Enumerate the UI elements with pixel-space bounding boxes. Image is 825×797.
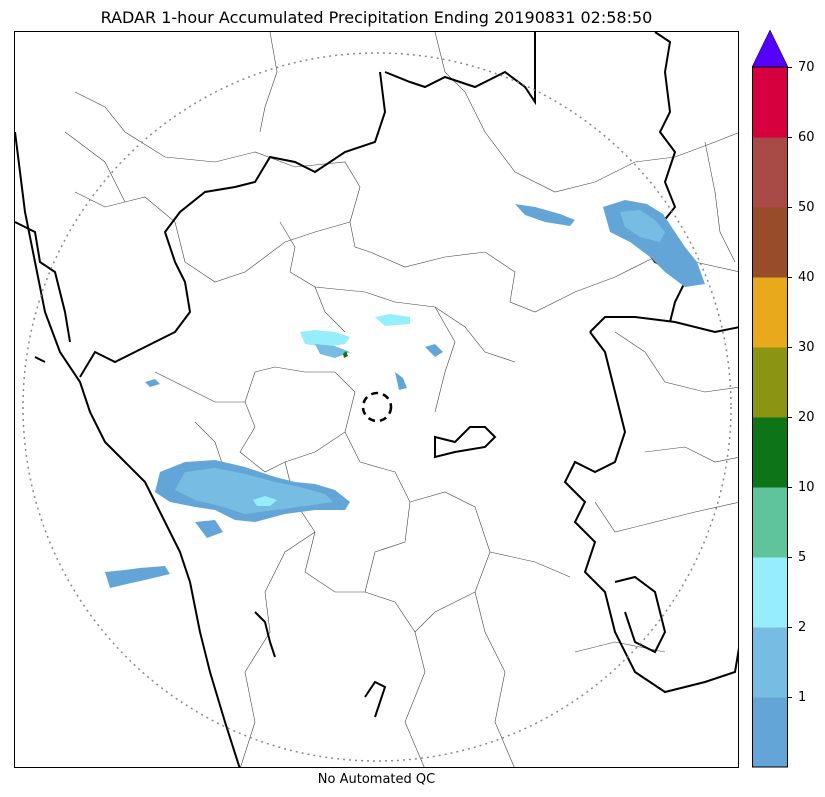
colorbar-segment bbox=[752, 67, 788, 138]
radar-map[interactable] bbox=[14, 31, 739, 768]
colorbar-tick bbox=[788, 697, 792, 698]
colorbar-tick bbox=[788, 557, 792, 558]
colorbar-label: 60 bbox=[798, 130, 815, 145]
colorbar-segment bbox=[752, 347, 788, 418]
precipitation-echoes bbox=[105, 200, 705, 588]
colorbar-segment bbox=[752, 137, 788, 208]
colorbar-segment bbox=[752, 417, 788, 488]
colorbar-segment bbox=[752, 277, 788, 348]
colorbar-label: 50 bbox=[798, 200, 815, 215]
colorbar-label: 1 bbox=[798, 690, 807, 705]
radar-site-marker bbox=[361, 391, 393, 423]
colorbar-label: 5 bbox=[798, 550, 807, 565]
colorbar-tick bbox=[788, 487, 792, 488]
radar-range-ring bbox=[22, 52, 732, 762]
colorbar-segment bbox=[752, 207, 788, 278]
colorbar-label: 70 bbox=[798, 60, 815, 75]
colorbar-segment bbox=[752, 557, 788, 628]
district-boundaries bbox=[64, 32, 738, 767]
colorbar-tick bbox=[788, 277, 792, 278]
colorbar-tick bbox=[788, 67, 792, 68]
colorbar-tick bbox=[788, 137, 792, 138]
colorbar-segment bbox=[752, 697, 788, 768]
colorbar-tick bbox=[788, 417, 792, 418]
colorbar-label: 30 bbox=[798, 340, 815, 355]
map-canvas bbox=[15, 32, 738, 767]
colorbar-label: 10 bbox=[798, 480, 815, 495]
state-boundaries bbox=[15, 32, 738, 767]
colorbar-tick bbox=[788, 207, 792, 208]
colorbar-label: 20 bbox=[798, 410, 815, 425]
colorbar-extend-arrow bbox=[751, 29, 789, 68]
qc-note: No Automated QC bbox=[317, 772, 436, 787]
colorbar-tick bbox=[788, 627, 792, 628]
colorbar-tick bbox=[788, 347, 792, 348]
colorbar-segment bbox=[752, 487, 788, 558]
colorbar-svg bbox=[751, 29, 789, 768]
colorbar-label: 2 bbox=[798, 620, 807, 635]
colorbar-segments bbox=[752, 67, 788, 768]
colorbar-segment bbox=[752, 627, 788, 698]
map-title: RADAR 1-hour Accumulated Precipitation E… bbox=[100, 8, 653, 27]
colorbar-label: 40 bbox=[798, 270, 815, 285]
coastline bbox=[15, 131, 241, 767]
precip-colorbar bbox=[751, 29, 789, 768]
